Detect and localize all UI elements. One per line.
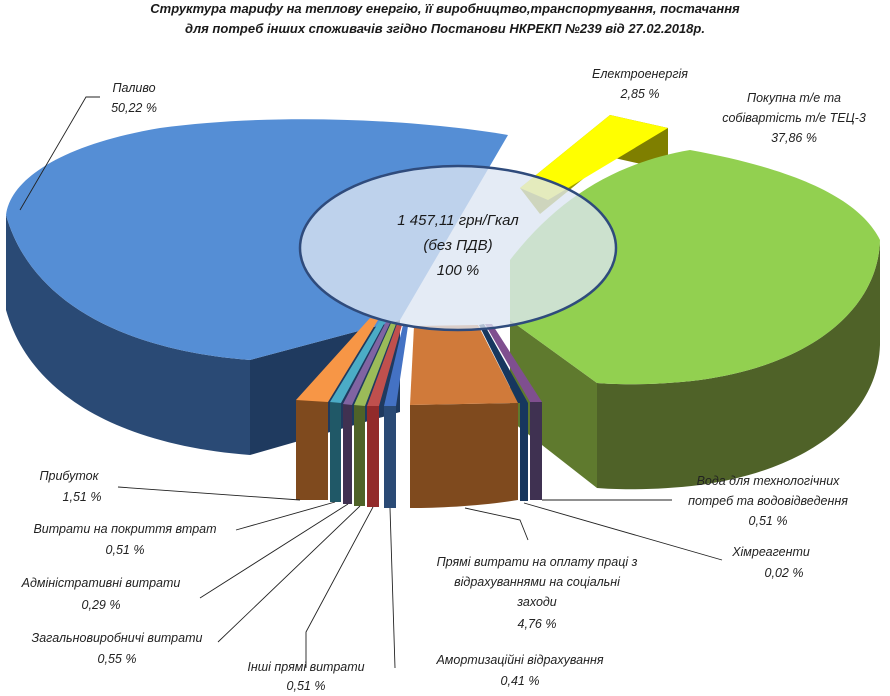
leader-general: [217, 505, 361, 643]
label-electricity-name: Електроенергія: [592, 67, 688, 81]
top-admin: [343, 322, 390, 405]
slice-purchased-heat-side: [597, 240, 880, 490]
label-electricity-value: 2,85 %: [620, 87, 660, 101]
label-water-name-1: Вода для технологічних: [697, 474, 841, 488]
label-purchased-heat-value: 37,86 %: [771, 131, 817, 145]
label-amort-value: 0,41 %: [501, 674, 540, 688]
label-other-value: 0,51 %: [287, 679, 326, 693]
top-losses: [330, 320, 385, 403]
top-other: [367, 324, 402, 406]
label-losses-name: Витрати на покриття втрат: [33, 522, 216, 536]
leader-labor: [464, 507, 529, 541]
chart-title-line-1: Структура тарифу на теплову енергію, її …: [150, 1, 740, 16]
label-fuel-name: Паливо: [112, 81, 155, 95]
label-chem-name: Хімреагенти: [731, 545, 810, 559]
label-chem-value: 0,02 %: [765, 566, 804, 580]
leader-other: [305, 506, 374, 668]
leader-fuel: [19, 96, 100, 211]
label-admin-name: Адміністративні витрати: [21, 576, 181, 590]
leader-profit: [117, 486, 301, 501]
top-amort: [384, 325, 408, 406]
leader-chem: [523, 502, 723, 561]
slice-purchased-heat-inner-face: [510, 320, 597, 488]
center-vat-note: (без ПДВ): [423, 237, 492, 254]
side-chem: [520, 403, 528, 501]
label-losses-value: 0,51 %: [106, 543, 145, 557]
label-labor-name-2: відрахуваннями на соціальні: [454, 575, 621, 589]
small-slices-tops: [296, 318, 542, 406]
side-other: [367, 406, 379, 507]
label-profit-value: 1,51 %: [63, 490, 102, 504]
label-other-name: Інші прямі витрати: [247, 660, 364, 674]
top-water: [485, 324, 542, 402]
label-general-name: Загальновиробничі витрати: [32, 631, 203, 645]
label-labor-value: 4,76 %: [518, 617, 557, 631]
label-admin-value: 0,29 %: [82, 598, 121, 612]
slice-purchased-heat: [510, 150, 880, 490]
side-admin: [343, 404, 352, 504]
side-profit: [296, 400, 328, 500]
label-purchased-heat-name-1: Покупна т/е та: [747, 91, 841, 105]
slice-fuel-side: [6, 215, 250, 455]
top-labor: [410, 325, 518, 405]
side-labor: [410, 403, 518, 508]
label-water-name-2: потреб та водовідведення: [688, 494, 848, 508]
top-chem: [479, 324, 528, 403]
label-purchased-heat-name-2: собівартість т/е ТЕЦ-3: [722, 111, 866, 125]
leader-amort: [389, 507, 396, 669]
label-amort-name: Амортизаційні відрахування: [435, 653, 603, 667]
slice-purchased-heat-top: [510, 150, 880, 385]
center-percent: 100 %: [437, 262, 480, 279]
chart-title-line-2: для потреб інших споживачів згідно Поста…: [185, 21, 705, 36]
label-fuel-value: 50,22 %: [111, 101, 157, 115]
small-slices-sides: [296, 400, 542, 508]
top-profit: [296, 318, 378, 402]
slice-labels: Паливо 50,22 % Електроенергія 2,85 % Пок…: [21, 67, 866, 693]
leader-losses: [235, 501, 336, 531]
slice-electricity-top: [520, 115, 668, 200]
label-general-value: 0,55 %: [98, 652, 137, 666]
label-profit-name: Прибуток: [39, 469, 99, 483]
center-ellipse: [298, 164, 618, 332]
top-general: [354, 323, 396, 406]
leader-admin: [199, 503, 349, 599]
center-total: 1 457,11 грн/Гкал: [397, 212, 519, 229]
label-water-value: 0,51 %: [749, 514, 788, 528]
leader-lines: [19, 96, 723, 669]
label-labor-name-1: Прямі витрати на оплату праці з: [437, 555, 638, 569]
side-water: [530, 402, 542, 500]
label-labor-name-3: заходи: [516, 595, 557, 609]
side-general: [354, 405, 365, 506]
side-amort: [384, 406, 396, 508]
side-losses: [330, 402, 341, 502]
